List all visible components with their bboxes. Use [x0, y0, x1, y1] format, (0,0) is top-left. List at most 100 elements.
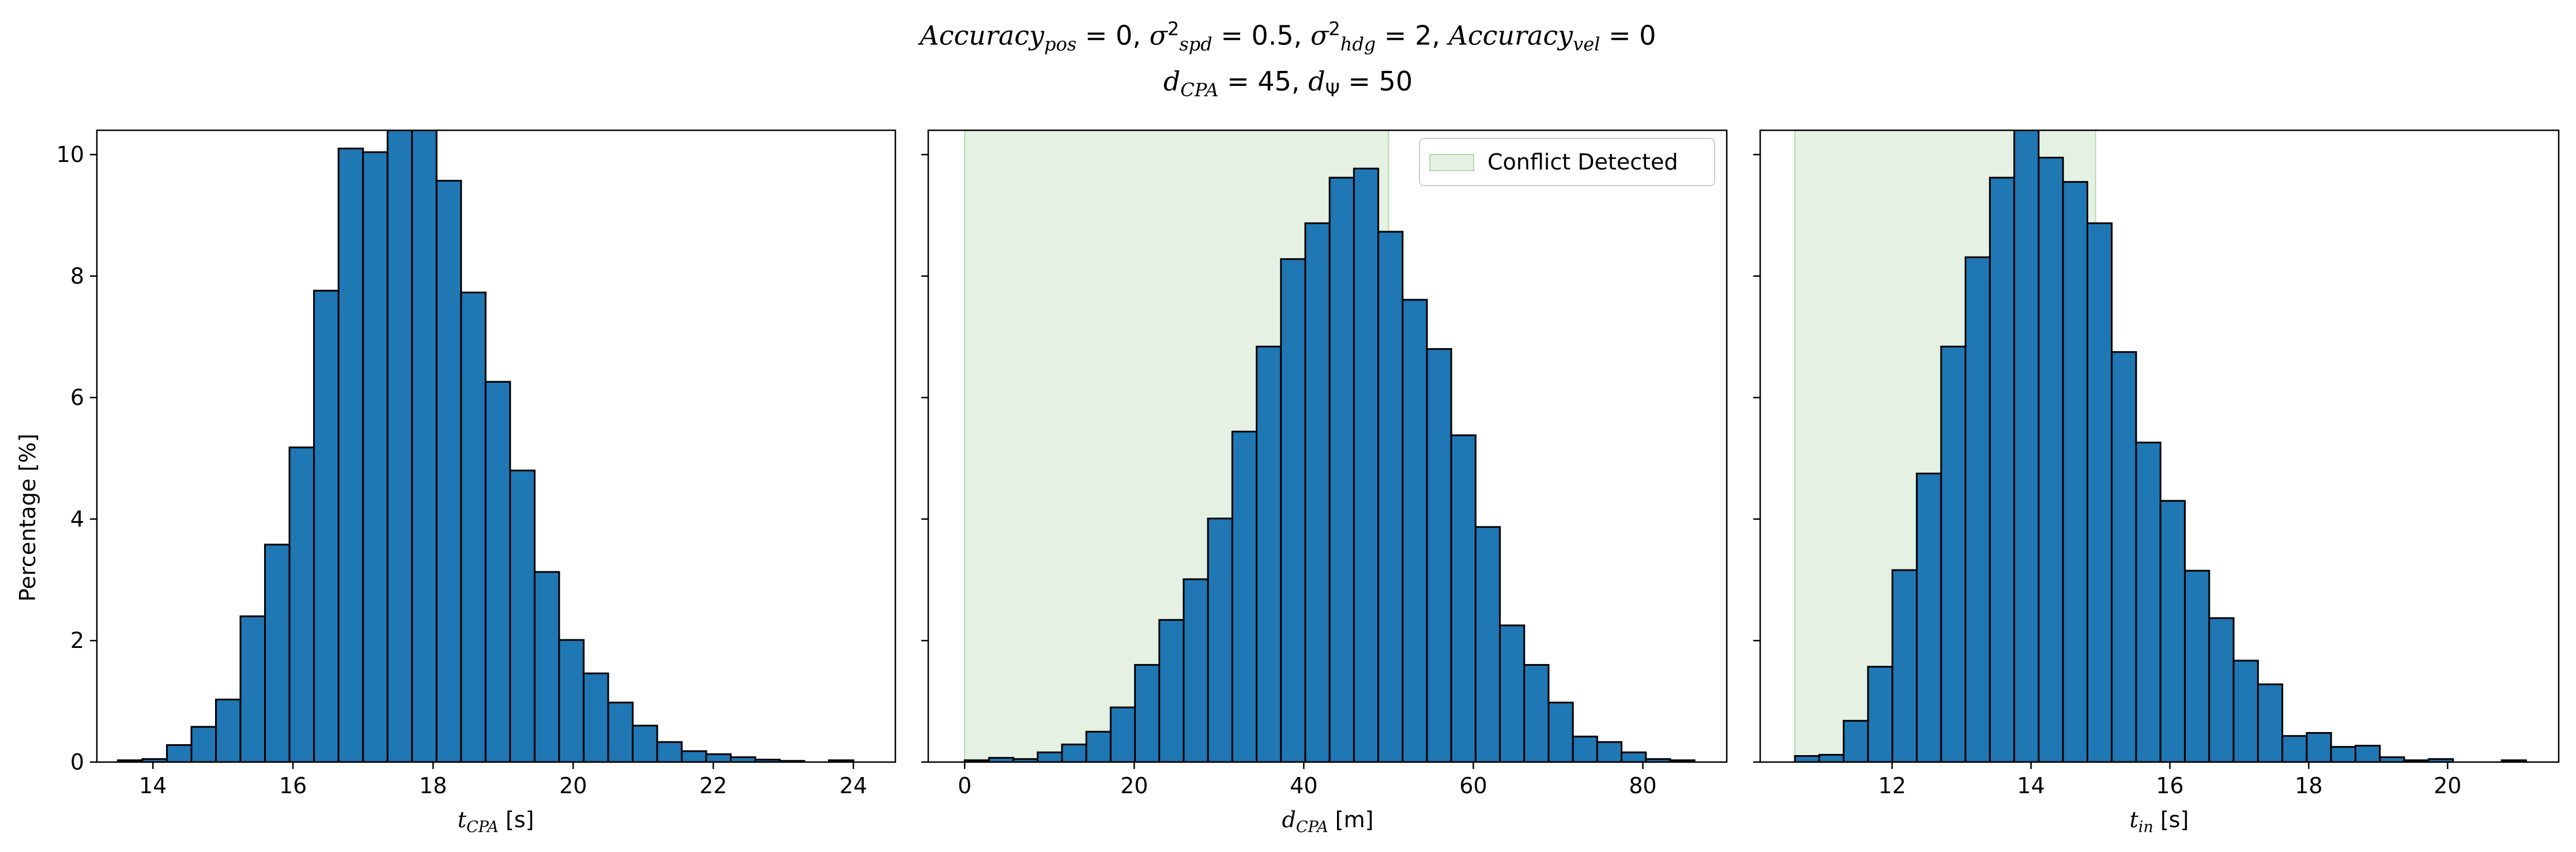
- histogram-bar-tcpa: [656, 741, 683, 762]
- histogram-bar-tcpa: [288, 446, 315, 762]
- histogram-bar-tin: [1891, 569, 1918, 762]
- legend-label: Conflict Detected: [1487, 149, 1678, 175]
- histogram-bar-dcpa: [1523, 663, 1550, 762]
- histogram-bar-tin: [2086, 222, 2113, 762]
- histogram-bar-dcpa: [1474, 526, 1501, 762]
- histogram-bar-dcpa: [1499, 624, 1526, 762]
- histogram-bar-tcpa: [558, 639, 585, 762]
- histogram-bar-tin: [2232, 659, 2259, 762]
- x-tick-label-tin: 14: [2017, 773, 2045, 798]
- x-tick-label-tin: 12: [1878, 773, 1906, 798]
- histogram-bar-tin: [1989, 176, 2016, 762]
- histogram-bar-tin: [2281, 735, 2308, 762]
- histogram-bar-dcpa: [1061, 743, 1087, 762]
- histogram-bar-tcpa: [533, 571, 560, 762]
- histogram-bar-tin: [2013, 130, 2040, 762]
- histogram-bar-tcpa: [680, 750, 707, 762]
- histogram-bar-tcpa: [484, 380, 511, 762]
- histogram-bar-tin: [2208, 617, 2235, 762]
- title-line-1: Accuracypos = 0, σ2spd = 0.5, σ2hdg = 2,…: [920, 18, 1656, 55]
- histogram-bar-dcpa: [1328, 176, 1355, 762]
- x-tick-label-dcpa: 0: [958, 773, 971, 798]
- x-tick-label-tcpa: 20: [559, 773, 587, 798]
- histogram-bar-tin: [1916, 472, 1942, 762]
- x-tick-label-tcpa: 16: [279, 773, 307, 798]
- x-axis-label-dcpa: dCPA [m]: [1282, 807, 1374, 836]
- histogram-bar-tin: [1940, 345, 1967, 762]
- histogram-bar-dcpa: [1402, 299, 1428, 762]
- histogram-bar-tin: [2306, 732, 2332, 762]
- histogram-bar-tin: [2111, 351, 2137, 762]
- histogram-bar-tin: [1818, 753, 1845, 762]
- histogram-bar-tcpa: [631, 725, 658, 762]
- histogram-bar-tin: [1794, 755, 1820, 762]
- histogram-bar-tcpa: [337, 148, 364, 762]
- histogram-bar-dcpa: [1353, 167, 1380, 762]
- histogram-bar-dcpa: [1158, 619, 1185, 762]
- histogram-bar-tin: [2038, 156, 2064, 762]
- title-line-2: dCPA = 45, dΨ = 50: [1163, 65, 1413, 101]
- y-tick-label: 8: [70, 263, 84, 289]
- x-tick-label-tin: 16: [2156, 773, 2183, 798]
- histogram-bar-dcpa: [1231, 431, 1258, 762]
- x-tick-label-tcpa: 24: [839, 773, 867, 798]
- histogram-bar-tcpa: [828, 759, 854, 762]
- histogram-bar-tcpa: [607, 702, 634, 762]
- histogram-bar-tcpa: [190, 726, 217, 762]
- histogram-bar-tin: [1843, 719, 1869, 762]
- histogram-bar-tcpa: [239, 615, 266, 762]
- y-tick-label: 0: [70, 749, 84, 775]
- axes-frame-tcpa: [96, 129, 897, 763]
- histogram-bar-tin: [2330, 746, 2356, 762]
- histogram-bar-dcpa: [1426, 348, 1452, 762]
- histogram-bar-dcpa: [1450, 434, 1477, 762]
- y-tick-label: 10: [57, 142, 84, 167]
- histogram-bar-tin: [2159, 500, 2186, 762]
- axes-frame-tin: [1759, 129, 2560, 763]
- x-tick-label-dcpa: 40: [1290, 773, 1317, 798]
- histogram-bar-tin: [2257, 683, 2284, 762]
- histogram-bar-tin: [2354, 745, 2381, 762]
- histogram-bar-tcpa: [386, 130, 413, 762]
- histogram-bar-tcpa: [264, 544, 291, 762]
- histogram-bar-tcpa: [411, 130, 438, 762]
- histogram-bar-tin: [2135, 442, 2161, 762]
- histogram-bar-tin: [2500, 759, 2527, 762]
- histogram-bar-dcpa: [1669, 759, 1696, 762]
- histogram-bar-tcpa: [729, 756, 756, 762]
- histogram-bar-dcpa: [1109, 706, 1136, 762]
- histogram-bar-dcpa: [1256, 345, 1282, 762]
- x-tick-label-tin: 18: [2295, 773, 2322, 798]
- histogram-bar-tcpa: [705, 753, 732, 762]
- legend-box: [1419, 138, 1715, 186]
- histogram-bar-dcpa: [1134, 663, 1161, 762]
- histogram-bar-tcpa: [460, 291, 487, 762]
- histogram-bar-dcpa: [1037, 751, 1063, 762]
- x-axis-label-tin: tin [s]: [2129, 807, 2189, 836]
- legend-swatch: [1429, 154, 1474, 171]
- histogram-bar-tcpa: [582, 672, 609, 762]
- x-axis-label-tcpa: tCPA [s]: [457, 807, 534, 836]
- histogram-bar-tcpa: [313, 289, 340, 762]
- y-tick-label: 2: [70, 628, 84, 653]
- x-tick-label-dcpa: 80: [1629, 773, 1656, 798]
- histogram-bar-dcpa: [1547, 702, 1574, 762]
- histogram-bar-dcpa: [1207, 517, 1233, 762]
- histogram-bar-tin: [1964, 256, 1991, 762]
- x-tick-label-tcpa: 14: [139, 773, 167, 798]
- x-tick-label-dcpa: 20: [1120, 773, 1148, 798]
- histogram-bar-dcpa: [1572, 736, 1598, 762]
- histogram-bar-tcpa: [435, 179, 462, 762]
- histogram-bar-dcpa: [1085, 730, 1112, 762]
- x-tick-label-tcpa: 22: [699, 773, 727, 798]
- histogram-bar-tcpa: [362, 151, 389, 762]
- axes-frame-dcpa: [927, 129, 1728, 763]
- x-tick-label-tcpa: 18: [419, 773, 447, 798]
- chart-title: Accuracypos = 0, σ2spd = 0.5, σ2hdg = 2,…: [0, 10, 2576, 108]
- x-tick-label-dcpa: 60: [1459, 773, 1487, 798]
- histogram-bar-dcpa: [1280, 258, 1306, 762]
- histogram-bar-tin: [2184, 570, 2210, 762]
- histogram-bar-dcpa: [1182, 578, 1209, 762]
